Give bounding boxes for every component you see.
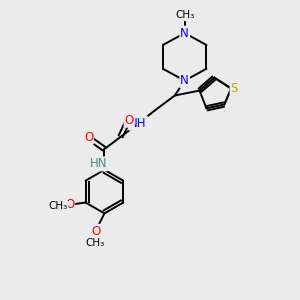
Text: N: N [180,27,189,40]
Text: HN: HN [90,158,107,170]
Text: S: S [230,82,238,95]
Text: CH₃: CH₃ [175,10,194,20]
Text: N: N [180,74,189,87]
Text: NH: NH [129,117,147,130]
Text: CH₃: CH₃ [85,238,104,248]
Text: CH₃: CH₃ [48,202,68,212]
Text: O: O [84,130,93,144]
Text: O: O [124,114,134,127]
Text: O: O [65,198,74,211]
Text: O: O [92,225,101,238]
